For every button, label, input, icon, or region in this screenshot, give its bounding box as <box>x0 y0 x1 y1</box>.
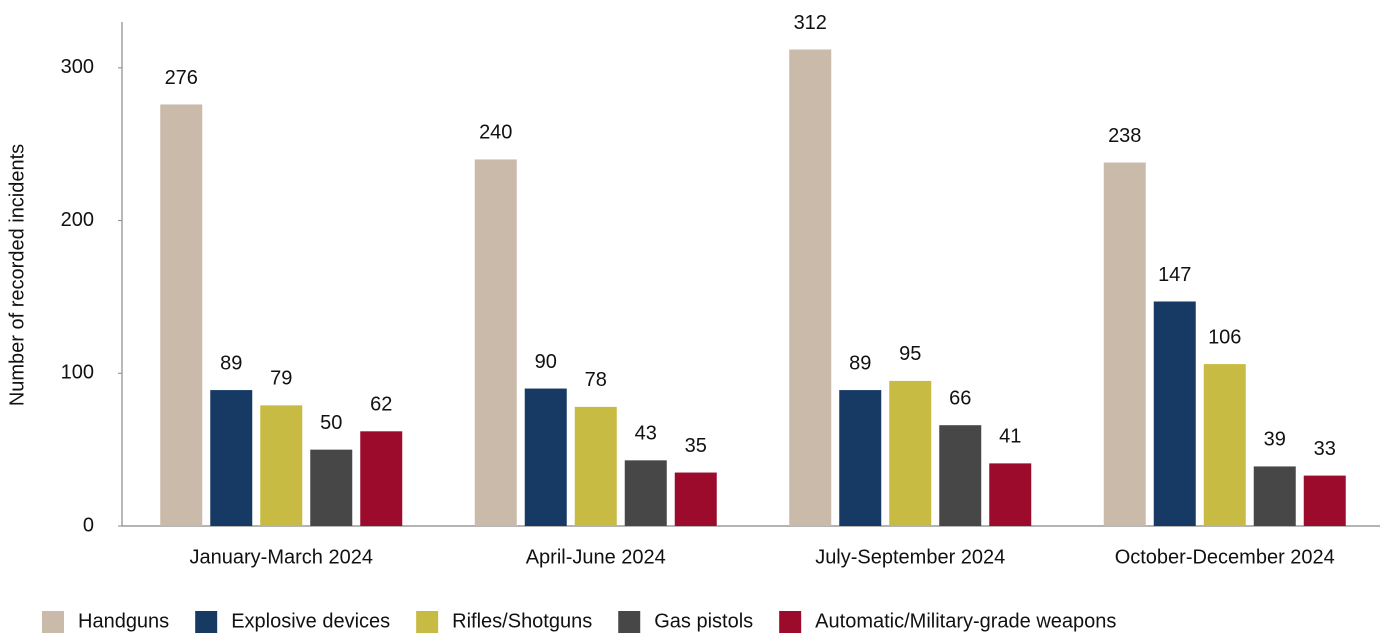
value-label: 62 <box>370 394 392 416</box>
legend-label: Explosive devices <box>231 610 390 632</box>
legend-swatch <box>42 611 64 633</box>
y-tick-label: 200 <box>61 209 94 231</box>
bar <box>674 472 717 526</box>
legend-swatch <box>416 611 439 633</box>
x-tick-label: July-September 2024 <box>815 546 1005 568</box>
legend-swatch <box>618 611 641 633</box>
value-label: 79 <box>270 368 292 390</box>
bar <box>574 406 617 526</box>
x-tick-label: October-December 2024 <box>1115 546 1335 568</box>
legend-swatch <box>195 611 218 633</box>
value-label: 43 <box>635 423 657 445</box>
bar <box>889 380 932 526</box>
bar <box>624 460 667 526</box>
legend-swatch <box>779 611 802 633</box>
x-tick-label: January-March 2024 <box>190 546 373 568</box>
legend-label: Automatic/Military-grade weapons <box>815 610 1116 632</box>
value-label: 276 <box>165 67 198 89</box>
y-tick-label: 0 <box>83 514 94 536</box>
value-label: 39 <box>1264 429 1286 451</box>
bar <box>210 390 253 526</box>
bar <box>989 463 1032 526</box>
legend-label: Handguns <box>78 610 169 632</box>
value-label: 147 <box>1158 264 1191 286</box>
bar <box>1253 466 1296 526</box>
value-label: 90 <box>535 351 557 373</box>
y-axis-label: Number of recorded incidents <box>6 144 28 406</box>
bar <box>524 388 567 526</box>
y-tick-label: 300 <box>61 56 94 78</box>
bar <box>1303 475 1346 526</box>
value-label: 240 <box>479 122 512 144</box>
bar <box>310 449 353 526</box>
value-label: 50 <box>320 412 342 434</box>
y-tick-label: 100 <box>61 362 94 384</box>
bar <box>1153 301 1196 526</box>
value-label: 95 <box>899 343 921 365</box>
value-label: 35 <box>685 435 707 457</box>
bar <box>939 425 982 526</box>
value-label: 312 <box>794 12 827 34</box>
legend-label: Gas pistols <box>654 610 753 632</box>
bar <box>789 49 832 527</box>
legend-label: Rifles/Shotguns <box>452 610 592 632</box>
bar <box>474 159 517 527</box>
value-label: 41 <box>999 426 1021 448</box>
bar <box>1203 364 1246 526</box>
x-tick-label: April-June 2024 <box>526 546 666 568</box>
bar <box>160 104 203 527</box>
value-label: 33 <box>1314 438 1336 460</box>
bar <box>360 431 403 526</box>
value-label: 89 <box>849 352 871 374</box>
value-label: 106 <box>1208 326 1241 348</box>
value-label: 89 <box>220 352 242 374</box>
value-label: 66 <box>949 387 971 409</box>
bar <box>839 390 882 526</box>
value-label: 238 <box>1108 125 1141 147</box>
bar <box>260 405 303 526</box>
value-label: 78 <box>585 369 607 391</box>
bar <box>1103 162 1146 526</box>
